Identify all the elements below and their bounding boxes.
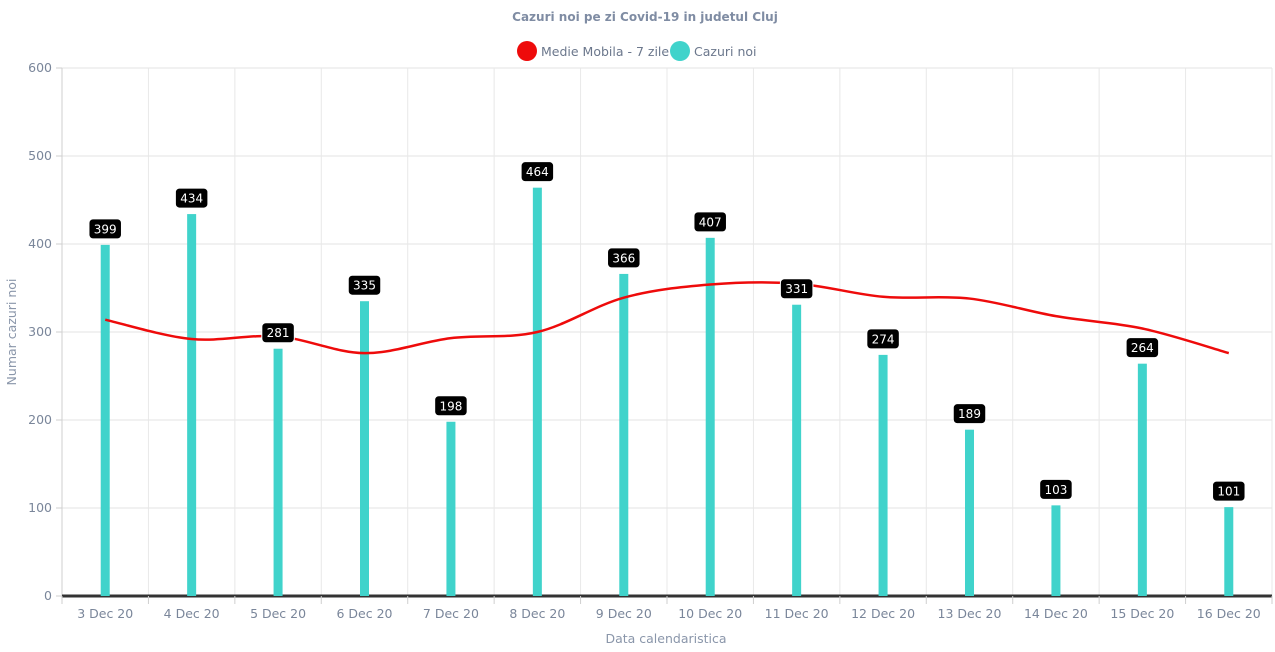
data-label: 335: [347, 274, 382, 296]
bar[interactable]: [619, 273, 629, 596]
data-label-text: 464: [526, 165, 549, 179]
bar[interactable]: [446, 421, 456, 596]
chart-title: Cazuri noi pe zi Covid-19 in judetul Clu…: [512, 10, 778, 24]
y-tick-label: 100: [28, 500, 52, 515]
data-label-text: 198: [439, 399, 462, 413]
x-tick-label: 4 Dec 20: [164, 606, 220, 621]
data-label-text: 335: [353, 279, 376, 293]
legend-moving-average-marker: [517, 41, 537, 61]
data-labels: 399 434 281 335 198 464 366 407 331 274 189 103 264 1…: [88, 161, 1246, 502]
y-tick-label: 0: [44, 588, 52, 603]
y-tick-label: 600: [28, 60, 52, 75]
y-tick-label: 300: [28, 324, 52, 339]
y-tick-label: 400: [28, 236, 52, 251]
data-label: 103: [1039, 478, 1073, 500]
data-label: 434: [174, 187, 209, 209]
data-label: 101: [1212, 480, 1246, 502]
data-label-text: 189: [958, 407, 981, 421]
x-tick-label: 7 Dec 20: [423, 606, 479, 621]
bar[interactable]: [360, 301, 369, 596]
x-tick-label: 9 Dec 20: [596, 606, 652, 621]
bar[interactable]: [1051, 505, 1061, 596]
data-label-text: 103: [1044, 483, 1067, 497]
bar[interactable]: [878, 354, 888, 596]
bar[interactable]: [1137, 363, 1147, 596]
data-label-text: 274: [872, 332, 895, 346]
data-label: 189: [952, 403, 987, 425]
data-label-text: 399: [94, 222, 117, 236]
grid: [61, 67, 1273, 604]
legend-item-moving-average[interactable]: Medie Mobila - 7 zile: [517, 41, 669, 61]
bar[interactable]: [705, 237, 715, 596]
x-axis-title: Data calendaristica: [605, 631, 726, 646]
data-label: 281: [261, 322, 295, 344]
data-label-box: [866, 328, 900, 350]
legend-new-cases-label: Cazuri noi: [694, 44, 757, 59]
data-label-box: [1212, 480, 1246, 502]
legend-item-new-cases[interactable]: Cazuri noi: [670, 41, 757, 61]
data-label-text: 366: [612, 251, 635, 265]
data-label: 274: [866, 328, 900, 350]
legend-moving-average-label: Medie Mobila - 7 zile: [541, 44, 669, 59]
bar[interactable]: [273, 348, 283, 596]
data-label-text: 407: [699, 215, 722, 229]
data-label-text: 331: [785, 282, 808, 296]
x-tick-label: 8 Dec 20: [509, 606, 565, 621]
data-label-box: [779, 278, 814, 300]
bar[interactable]: [1224, 507, 1234, 596]
bar[interactable]: [187, 214, 197, 596]
data-label: 198: [434, 395, 468, 417]
data-label-box: [1039, 478, 1073, 500]
x-tick-label: 13 Dec 20: [938, 606, 1002, 621]
x-tick-label: 16 Dec 20: [1197, 606, 1261, 621]
data-label-box: [347, 274, 382, 296]
data-label: 264: [1125, 337, 1160, 359]
data-label: 399: [88, 218, 122, 240]
bar[interactable]: [100, 244, 110, 596]
bar[interactable]: [965, 429, 974, 596]
data-label-text: 264: [1131, 341, 1154, 355]
x-axis-ticks: 3 Dec 20 4 Dec 20 5 Dec 20 6 Dec 20 7 Dec 20…: [61, 596, 1273, 621]
x-tick-label: 6 Dec 20: [337, 606, 393, 621]
x-tick-label: 14 Dec 20: [1024, 606, 1088, 621]
data-label-box: [261, 322, 295, 344]
data-label-box: [88, 218, 122, 240]
bar[interactable]: [532, 187, 542, 596]
y-axis-title: Numar cazuri noi: [4, 279, 19, 386]
x-tick-label: 3 Dec 20: [77, 606, 133, 621]
x-tick-label: 11 Dec 20: [765, 606, 829, 621]
data-label-text: 434: [180, 192, 203, 206]
data-label: 366: [607, 247, 641, 269]
data-label-text: 281: [267, 326, 290, 340]
legend-new-cases-marker: [670, 41, 690, 61]
x-tick-label: 12 Dec 20: [851, 606, 915, 621]
bars: [100, 187, 1234, 596]
data-label-text: 101: [1217, 485, 1240, 499]
x-tick-label: 15 Dec 20: [1110, 606, 1174, 621]
y-tick-label: 200: [28, 412, 52, 427]
data-label-box: [1125, 337, 1160, 359]
data-label: 464: [520, 161, 555, 183]
data-label-box: [434, 395, 468, 417]
x-tick-label: 5 Dec 20: [250, 606, 306, 621]
y-tick-label: 500: [28, 148, 52, 163]
data-label-box: [607, 247, 641, 269]
legend: Medie Mobila - 7 zile Cazuri noi: [517, 41, 757, 61]
data-label: 407: [693, 211, 727, 233]
data-label-box: [174, 187, 209, 209]
y-axis-ticks: 0 100 200 300 400 500 600: [28, 60, 62, 603]
data-label-box: [952, 403, 987, 425]
x-tick-label: 10 Dec 20: [678, 606, 742, 621]
data-label-box: [520, 161, 555, 183]
data-label: 331: [779, 278, 814, 300]
data-label-box: [693, 211, 727, 233]
bar[interactable]: [792, 304, 802, 596]
